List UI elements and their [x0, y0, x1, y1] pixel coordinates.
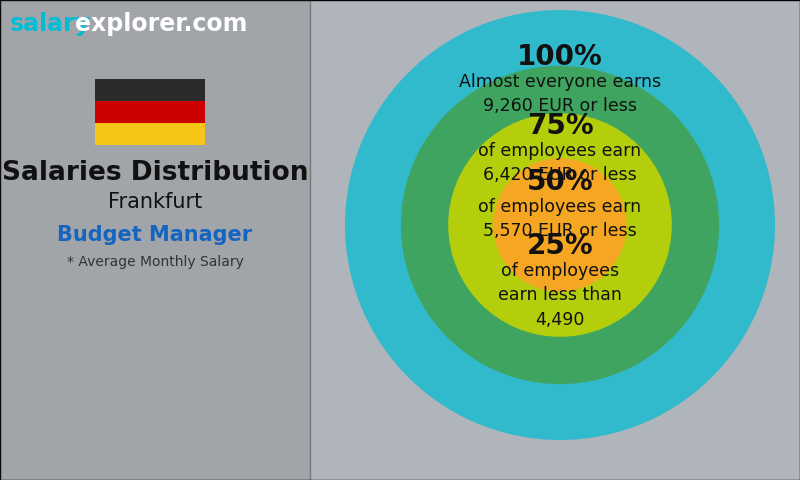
Circle shape: [448, 113, 672, 337]
Circle shape: [345, 10, 775, 440]
Text: of employees earn
6,420 EUR or less: of employees earn 6,420 EUR or less: [478, 142, 642, 184]
Text: 25%: 25%: [526, 232, 594, 260]
Text: Almost everyone earns
9,260 EUR or less: Almost everyone earns 9,260 EUR or less: [459, 73, 661, 115]
Text: 75%: 75%: [526, 112, 594, 140]
Text: salary: salary: [10, 12, 91, 36]
FancyBboxPatch shape: [95, 101, 205, 123]
Text: explorer.com: explorer.com: [75, 12, 247, 36]
Text: * Average Monthly Salary: * Average Monthly Salary: [66, 255, 243, 269]
Text: Frankfurt: Frankfurt: [108, 192, 202, 212]
Text: 100%: 100%: [517, 43, 603, 71]
Text: Budget Manager: Budget Manager: [58, 225, 253, 245]
FancyBboxPatch shape: [0, 0, 310, 480]
FancyBboxPatch shape: [95, 79, 205, 101]
Circle shape: [494, 158, 626, 292]
Text: of employees earn
5,570 EUR or less: of employees earn 5,570 EUR or less: [478, 197, 642, 240]
Text: Salaries Distribution: Salaries Distribution: [2, 160, 308, 186]
Text: of employees
earn less than
4,490: of employees earn less than 4,490: [498, 262, 622, 329]
Text: 50%: 50%: [526, 168, 594, 195]
FancyBboxPatch shape: [95, 123, 205, 145]
Circle shape: [401, 66, 719, 384]
